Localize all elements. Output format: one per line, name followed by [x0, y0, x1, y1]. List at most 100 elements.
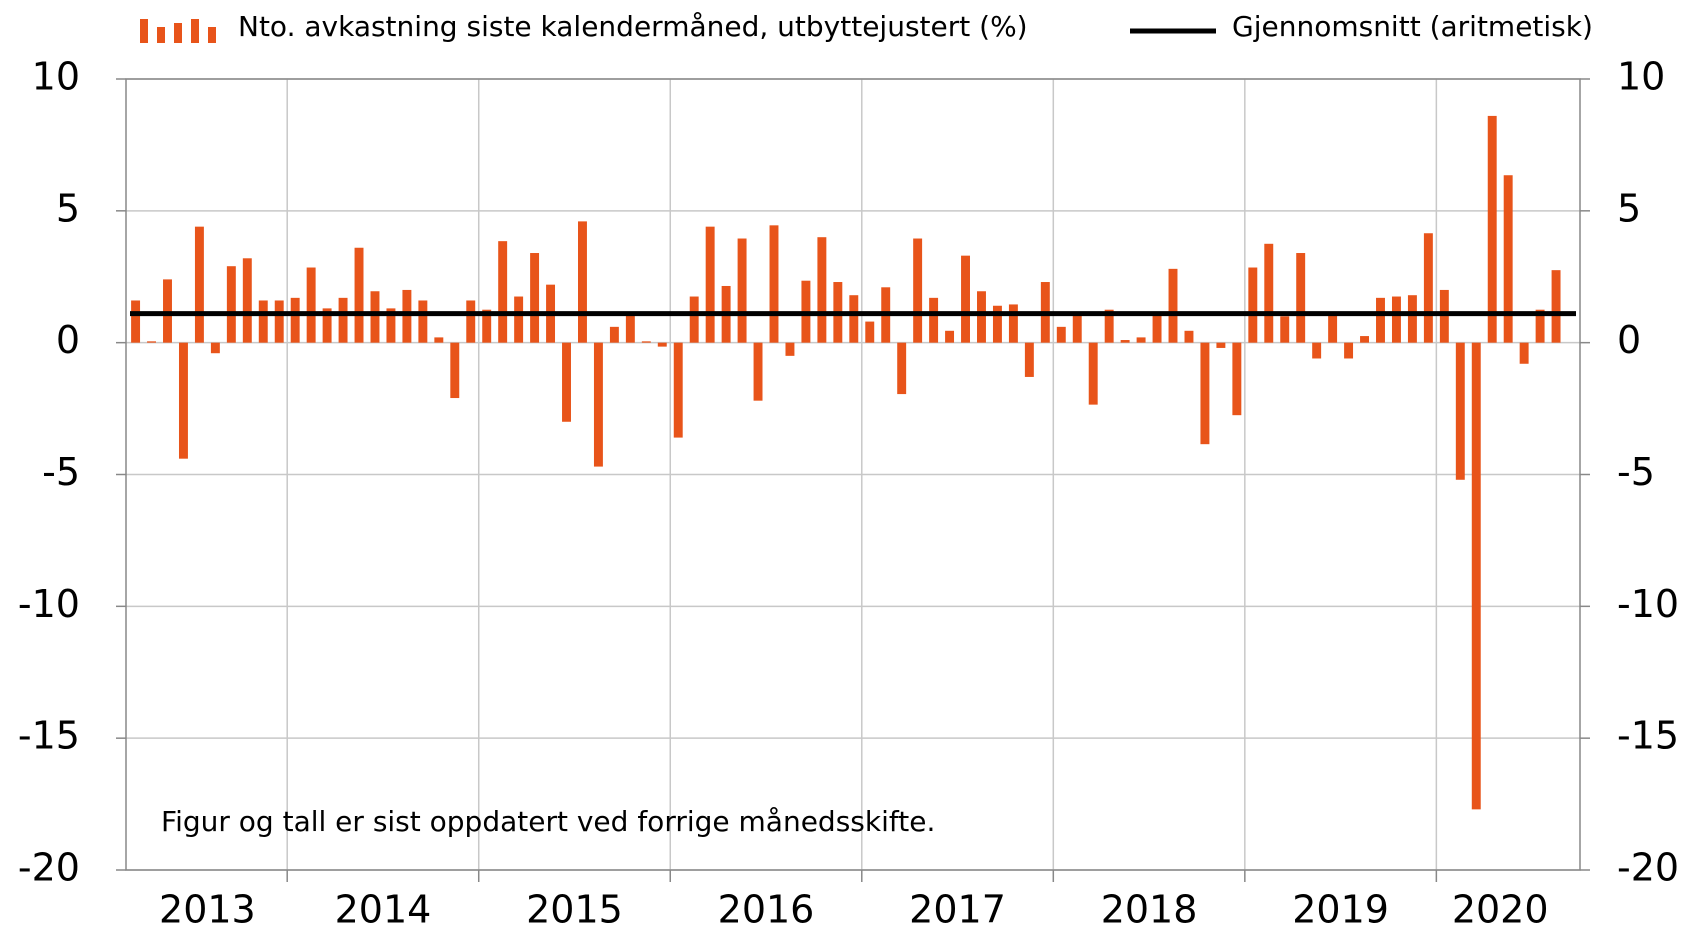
bar — [1503, 175, 1513, 343]
bar — [370, 291, 380, 343]
bar — [1376, 297, 1385, 343]
bar — [1312, 342, 1322, 359]
y-tick-label: 0 — [56, 318, 80, 362]
bar — [1487, 115, 1497, 343]
bar — [226, 266, 236, 343]
bar — [1423, 233, 1433, 343]
bar — [1216, 342, 1226, 348]
bar — [1344, 342, 1354, 359]
bar — [992, 305, 1002, 343]
y-tick-label: 10 — [32, 55, 80, 99]
bar — [498, 241, 508, 343]
bar — [689, 296, 699, 343]
x-tick-label: 2019 — [1292, 888, 1389, 932]
legend-label: Gjennomsnitt (aritmetisk) — [1232, 10, 1593, 43]
bar — [641, 341, 651, 343]
bar — [274, 300, 284, 343]
bar — [578, 221, 587, 343]
bar — [1391, 296, 1401, 343]
bar — [1152, 313, 1162, 343]
y2-tick-label: -10 — [1617, 582, 1679, 626]
bar — [1104, 309, 1114, 343]
y-tick-label: -10 — [18, 582, 80, 626]
annotation: Figur og tall er sist oppdatert ved forr… — [161, 805, 935, 838]
bar — [210, 342, 220, 354]
bar — [753, 342, 763, 401]
y-tick-label: -15 — [18, 714, 80, 758]
plot-frame — [125, 78, 1581, 871]
bar — [386, 308, 396, 343]
bar — [1120, 340, 1130, 343]
bar — [737, 238, 747, 343]
bar — [466, 300, 476, 343]
bar — [242, 258, 252, 343]
bar — [1471, 342, 1481, 810]
bar — [1136, 337, 1146, 343]
bar — [609, 326, 619, 343]
legend-bar-icon — [140, 19, 216, 43]
bar — [178, 342, 188, 459]
bar — [705, 226, 715, 343]
bar — [131, 300, 141, 343]
bar — [1184, 330, 1194, 343]
bar — [530, 253, 540, 343]
x-tick-label: 2013 — [159, 888, 256, 932]
bar — [1200, 342, 1210, 445]
x-tick-label: 2016 — [718, 888, 815, 932]
bar — [1360, 336, 1370, 343]
x-tick-label: 2020 — [1452, 888, 1549, 932]
y2-tick-label: -20 — [1617, 846, 1679, 890]
bar — [450, 342, 460, 399]
bar — [306, 267, 316, 343]
bar — [1455, 342, 1465, 480]
bar — [929, 297, 939, 343]
y2-tick-label: 10 — [1617, 55, 1665, 99]
bar — [593, 342, 603, 467]
bar — [1535, 309, 1545, 343]
x-tick-label: 2015 — [526, 888, 623, 932]
bar — [1280, 316, 1290, 343]
bar — [657, 342, 667, 347]
y2-tick-label: 5 — [1617, 186, 1641, 230]
y-tick-label: 5 — [56, 186, 80, 230]
bar — [961, 255, 970, 343]
bar — [1088, 342, 1098, 405]
bar — [322, 308, 332, 343]
bar — [147, 341, 157, 343]
bar — [1264, 243, 1274, 343]
bar — [673, 342, 683, 438]
bar — [194, 226, 204, 343]
bar — [1328, 314, 1338, 343]
bar — [1232, 342, 1242, 416]
bar — [258, 300, 268, 343]
bar — [769, 225, 779, 343]
bar — [562, 342, 571, 422]
bar — [290, 297, 300, 343]
bar — [1439, 289, 1449, 343]
bar — [1056, 326, 1066, 343]
bar — [977, 291, 986, 343]
bar — [1519, 342, 1529, 364]
bar — [1296, 253, 1306, 343]
bar — [418, 300, 428, 343]
y2-tick-label: 0 — [1617, 318, 1641, 362]
bar — [817, 237, 827, 343]
bar — [849, 295, 859, 343]
bar — [1072, 312, 1082, 343]
bar — [897, 342, 907, 395]
bar — [865, 321, 875, 343]
bar — [945, 330, 955, 343]
bar — [625, 312, 635, 343]
bar — [482, 309, 492, 343]
y-tick-label: -5 — [42, 450, 80, 494]
bar — [1024, 342, 1034, 377]
bar — [1551, 270, 1561, 343]
y-tick-label: -20 — [18, 846, 80, 890]
x-tick-label: 2014 — [335, 888, 432, 932]
y2-tick-label: -5 — [1617, 450, 1655, 494]
bar — [913, 238, 923, 343]
x-tick-label: 2017 — [909, 888, 1006, 932]
bar — [402, 289, 412, 343]
bar — [163, 279, 172, 343]
